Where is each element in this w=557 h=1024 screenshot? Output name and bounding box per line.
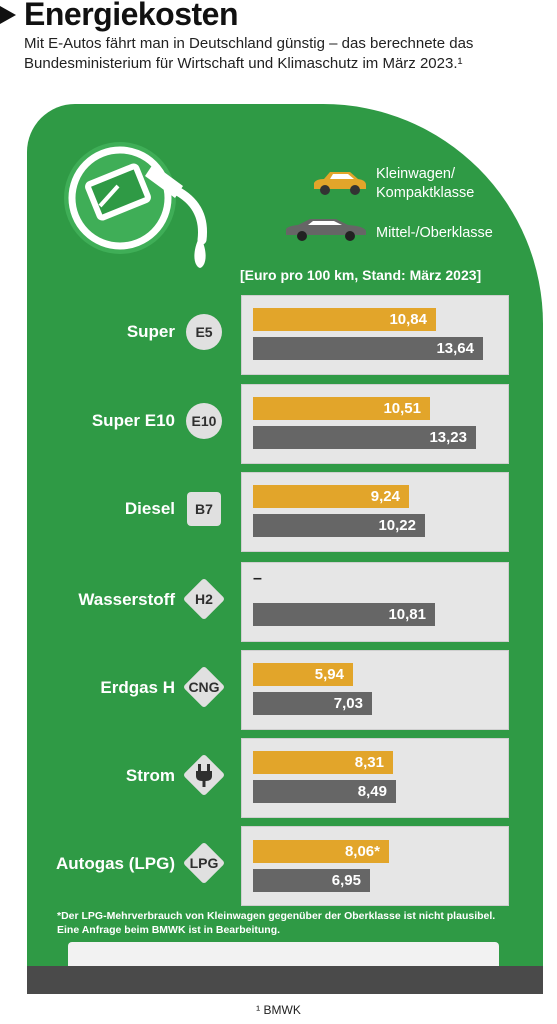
bar-diesel-large: 10,22 bbox=[253, 514, 425, 537]
bar-strom-small: 8,31 bbox=[253, 751, 393, 774]
row-label-erdgas: Erdgas H bbox=[100, 678, 175, 697]
bar-super-large: 13,64 bbox=[253, 337, 483, 360]
row-label-wasserstoff: Wasserstoff bbox=[78, 590, 175, 609]
row-box-strom bbox=[241, 738, 509, 818]
row-label-super: Super bbox=[126, 322, 175, 341]
bar-super-small: 10,84 bbox=[253, 308, 436, 331]
panel-slot bbox=[68, 942, 499, 970]
legend-small-label: Kleinwagen/ Kompaktklasse bbox=[376, 166, 475, 201]
badge-e10: E10 bbox=[186, 403, 222, 439]
fuel-pump-icon bbox=[64, 142, 208, 268]
bar-erdgas-large: 7,03 bbox=[253, 692, 372, 715]
page-title: Energiekosten bbox=[24, 0, 239, 32]
badge-cng: CNG bbox=[182, 665, 226, 709]
row-box-super bbox=[241, 295, 509, 375]
bar-wasserstoff-large: 10,81 bbox=[253, 603, 435, 626]
row-label-super-e10: Super E10 bbox=[91, 411, 175, 430]
badge-h2: H2 bbox=[182, 577, 226, 621]
bar-strom-large: 8,49 bbox=[253, 780, 396, 803]
bar-autogas-large: 6,95 bbox=[253, 869, 370, 892]
plug-icon bbox=[196, 764, 212, 787]
row-label-autogas: Autogas (LPG) bbox=[56, 854, 175, 873]
bar-erdgas-small: 5,94 bbox=[253, 663, 353, 686]
unit-label: [Euro pro 100 km, Stand: März 2023] bbox=[240, 267, 482, 283]
source-note: ¹ BMWK bbox=[256, 1003, 301, 1017]
panel-base bbox=[27, 966, 543, 994]
bar-autogas-small: 8,06* bbox=[253, 840, 389, 863]
row-box-diesel bbox=[241, 472, 509, 552]
large-car-icon bbox=[286, 219, 366, 241]
bar-super-e10-large: 13,23 bbox=[253, 426, 476, 449]
footnote: *Der LPG-Mehrverbrauch von Kleinwagen ge… bbox=[57, 910, 496, 936]
row-label-diesel: Diesel bbox=[124, 499, 175, 518]
bar-super-e10-small: 10,51 bbox=[253, 397, 430, 420]
row-box-autogas bbox=[241, 826, 509, 906]
no-value-dash: – bbox=[253, 570, 262, 587]
badge-e5: E5 bbox=[186, 314, 222, 350]
legend-large-label: Mittel-/Oberklasse bbox=[376, 225, 493, 241]
page-subtitle: Mit E-Autos fährt man in Deutschland gün… bbox=[24, 35, 474, 72]
row-box-super-e10 bbox=[241, 384, 509, 464]
badge-b7: B7 bbox=[187, 492, 221, 526]
small-car-icon bbox=[314, 172, 366, 195]
row-box-wasserstoff bbox=[241, 562, 509, 642]
badge-strom bbox=[182, 753, 226, 797]
row-box-erdgas bbox=[241, 650, 509, 730]
title-arrow-icon bbox=[0, 6, 16, 24]
row-label-strom: Strom bbox=[125, 766, 175, 785]
badge-lpg: LPG bbox=[182, 841, 226, 885]
bar-diesel-small: 9,24 bbox=[253, 485, 409, 508]
